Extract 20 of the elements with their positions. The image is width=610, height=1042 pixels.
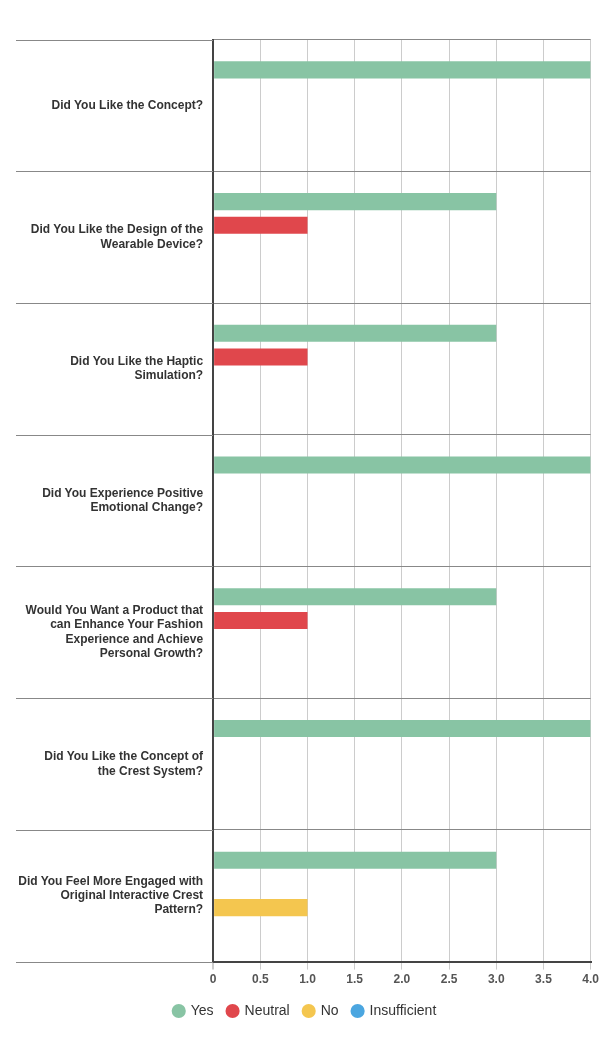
x-tick-label: 2.5: [440, 972, 458, 987]
y-tick-label: Did You Experience Positive Emotional Change?: [42, 485, 204, 515]
y-tick-label: Would You Want a Product that can Enhance Your Fashion Experience and Achieve Personal Growth?: [25, 603, 204, 661]
x-tick-label: 2.0: [393, 972, 411, 987]
legend-label: Neutral: [244, 1001, 290, 1018]
y-tick-label: Did You Like the Haptic Simulation?: [70, 354, 204, 383]
legend-label: No: [320, 1001, 339, 1018]
legend-label: Yes: [190, 1001, 214, 1018]
y-tick-label: Did You Like the Concept of the Crest System?: [44, 749, 205, 778]
y-tick-label: Did You Like the Design of the Wearable Device?: [30, 222, 204, 251]
x-tick-label: 3.0: [487, 972, 505, 987]
x-tick-label: 1.0: [299, 972, 317, 987]
x-tick-label: 0: [209, 972, 217, 987]
x-tick-label: 0.5: [251, 972, 269, 987]
x-tick-label: 1.5: [346, 972, 364, 987]
y-tick-label: Did You Feel More Engaged with Original Interactive Crest Pattern?: [18, 873, 204, 917]
x-tick-label: 4.0: [582, 972, 600, 987]
x-tick-label: 3.5: [535, 972, 553, 987]
legend-label: Insufficient: [369, 1001, 437, 1018]
y-tick-label: Did You Like the Concept?: [51, 97, 204, 112]
